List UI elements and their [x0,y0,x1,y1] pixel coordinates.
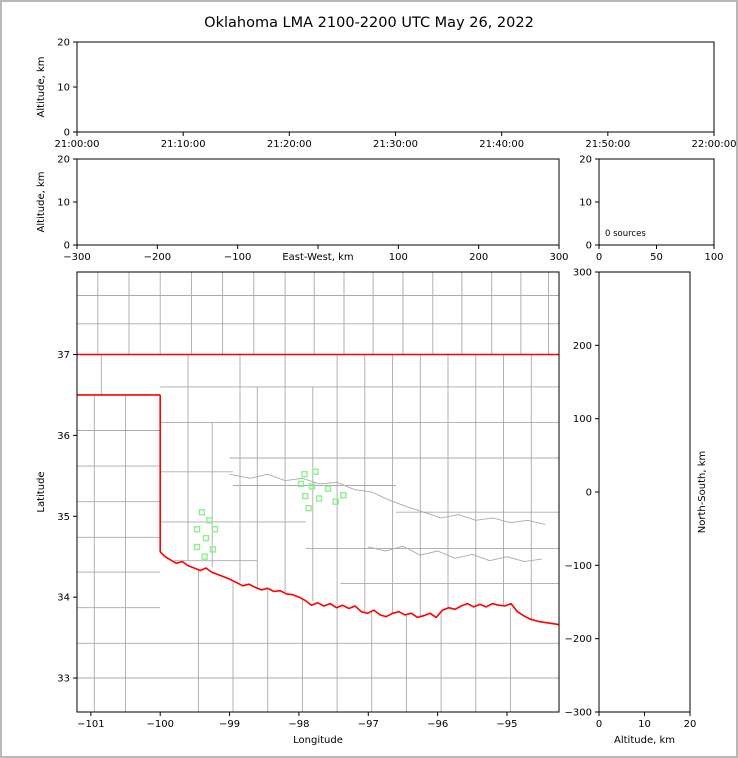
lma-station-marker [312,468,319,475]
y-tick-label: 0 [586,488,592,499]
panel-time-height: 21:00:00 21:10:00 21:20:00 21:30:00 21:40:00… [36,38,736,151]
y-axis-label: North-South, km [697,451,708,534]
x-tick-label: 21:30:00 [373,139,418,150]
y-tick-label: 20 [579,155,592,166]
x-tick-label: 21:20:00 [267,139,312,150]
y-tick-label: 100 [573,414,592,425]
y-tick-label: 35 [57,512,70,523]
x-tick-label: 21:00:00 [55,139,100,150]
y-tick-label: 34 [57,593,70,604]
x-tick-label: −100 [224,252,251,263]
x-tick-label: −300 [63,252,90,263]
map-layers [77,272,559,712]
y-tick-label: 20 [57,155,70,166]
county-boundary-line [368,545,542,563]
panel-ew-height: −300 −200 −100 100 200 300 0 10 20 East-West, km A… [36,155,569,264]
chart-title: Oklahoma LMA 2100-2200 UTC May 26, 2022 [204,15,534,31]
x-tick-label: 22:00:00 [692,139,737,150]
axes-frame [598,271,691,713]
x-tick-label: 10 [638,719,651,730]
x-tick-label: 21:10:00 [161,139,206,150]
lma-station-marker [340,492,347,499]
lma-station-marker [301,471,308,478]
lma-station-marker [193,526,201,533]
y-axis-label: Latitude [36,471,47,512]
y-tick-label: 0 [586,241,592,252]
county-boundary-line [229,473,546,525]
x-tick-label: −200 [144,252,171,263]
lma-station-marker [198,509,206,516]
x-axis-label: Longitude [293,735,343,746]
x-tick-label: 0 [596,719,602,730]
lma-station-marker [315,495,323,502]
lma-station-marker [202,534,210,542]
panel-ns-height: 0 10 20 −300 −200 −100 0 100 200 300 Altitude, km N… [565,268,708,747]
y-tick-label: 10 [57,83,70,94]
x-tick-label: 100 [704,252,723,263]
y-tick-label: 37 [57,350,70,361]
x-tick-label: 50 [650,252,663,263]
x-tick-label: −96 [427,719,448,730]
lma-station-marker [211,526,219,533]
y-tick-label: 0 [64,241,70,252]
lma-station-marker [324,485,332,492]
x-tick-label: 20 [684,719,697,730]
lma-station-marker [305,504,312,512]
y-axis-label: Altitude, km [36,57,47,118]
x-tick-label: −98 [288,719,309,730]
x-tick-label: 300 [549,252,568,263]
y-tick-label: 10 [57,198,70,209]
y-tick-label: −200 [565,634,592,645]
lma-station-marker [206,517,213,524]
panel-plan-view: −101 −100 −99 −98 −97 −96 −95 33 34 35 36 37 Longitu… [36,271,560,746]
x-tick-label: 21:50:00 [585,139,630,150]
x-tick-label: −99 [219,719,240,730]
y-tick-label: 20 [57,38,70,49]
panel-alt-histogram: 0 50 100 0 10 20 0 sources [579,155,723,264]
x-tick-label: 21:40:00 [479,139,524,150]
y-tick-label: 10 [579,198,592,209]
state-boundary-line [159,551,559,626]
x-tick-label: −97 [358,719,379,730]
x-axis-label: East-West, km [282,252,353,263]
y-tick-label: 200 [573,341,592,352]
axes-frame [76,158,560,246]
lma-station-marker [209,546,217,553]
x-tick-label: −95 [496,719,517,730]
y-tick-label: 36 [57,431,70,442]
lma-station-marker [297,480,305,488]
x-axis-label: Altitude, km [614,735,675,746]
x-tick-label: 200 [469,252,488,263]
x-tick-label: 0 [596,252,602,263]
source-count-annotation: 0 sources [605,229,646,239]
x-tick-label: −100 [146,719,173,730]
y-tick-label: −300 [565,708,592,719]
x-tick-label: 100 [389,252,408,263]
y-tick-label: −100 [565,561,592,572]
x-tick-label: −101 [77,719,104,730]
y-axis-label: Altitude, km [36,172,47,233]
axes-frame [76,271,560,713]
lma-station-marker [201,553,208,560]
lma-station-marker [332,498,339,505]
axes-frame [76,41,715,133]
lma-station-marker [193,543,201,551]
y-tick-label: 0 [64,128,70,139]
lma-station-marker [301,492,309,500]
lma-station-marker [308,483,316,490]
y-tick-label: 300 [573,268,592,279]
y-tick-label: 33 [57,674,70,685]
